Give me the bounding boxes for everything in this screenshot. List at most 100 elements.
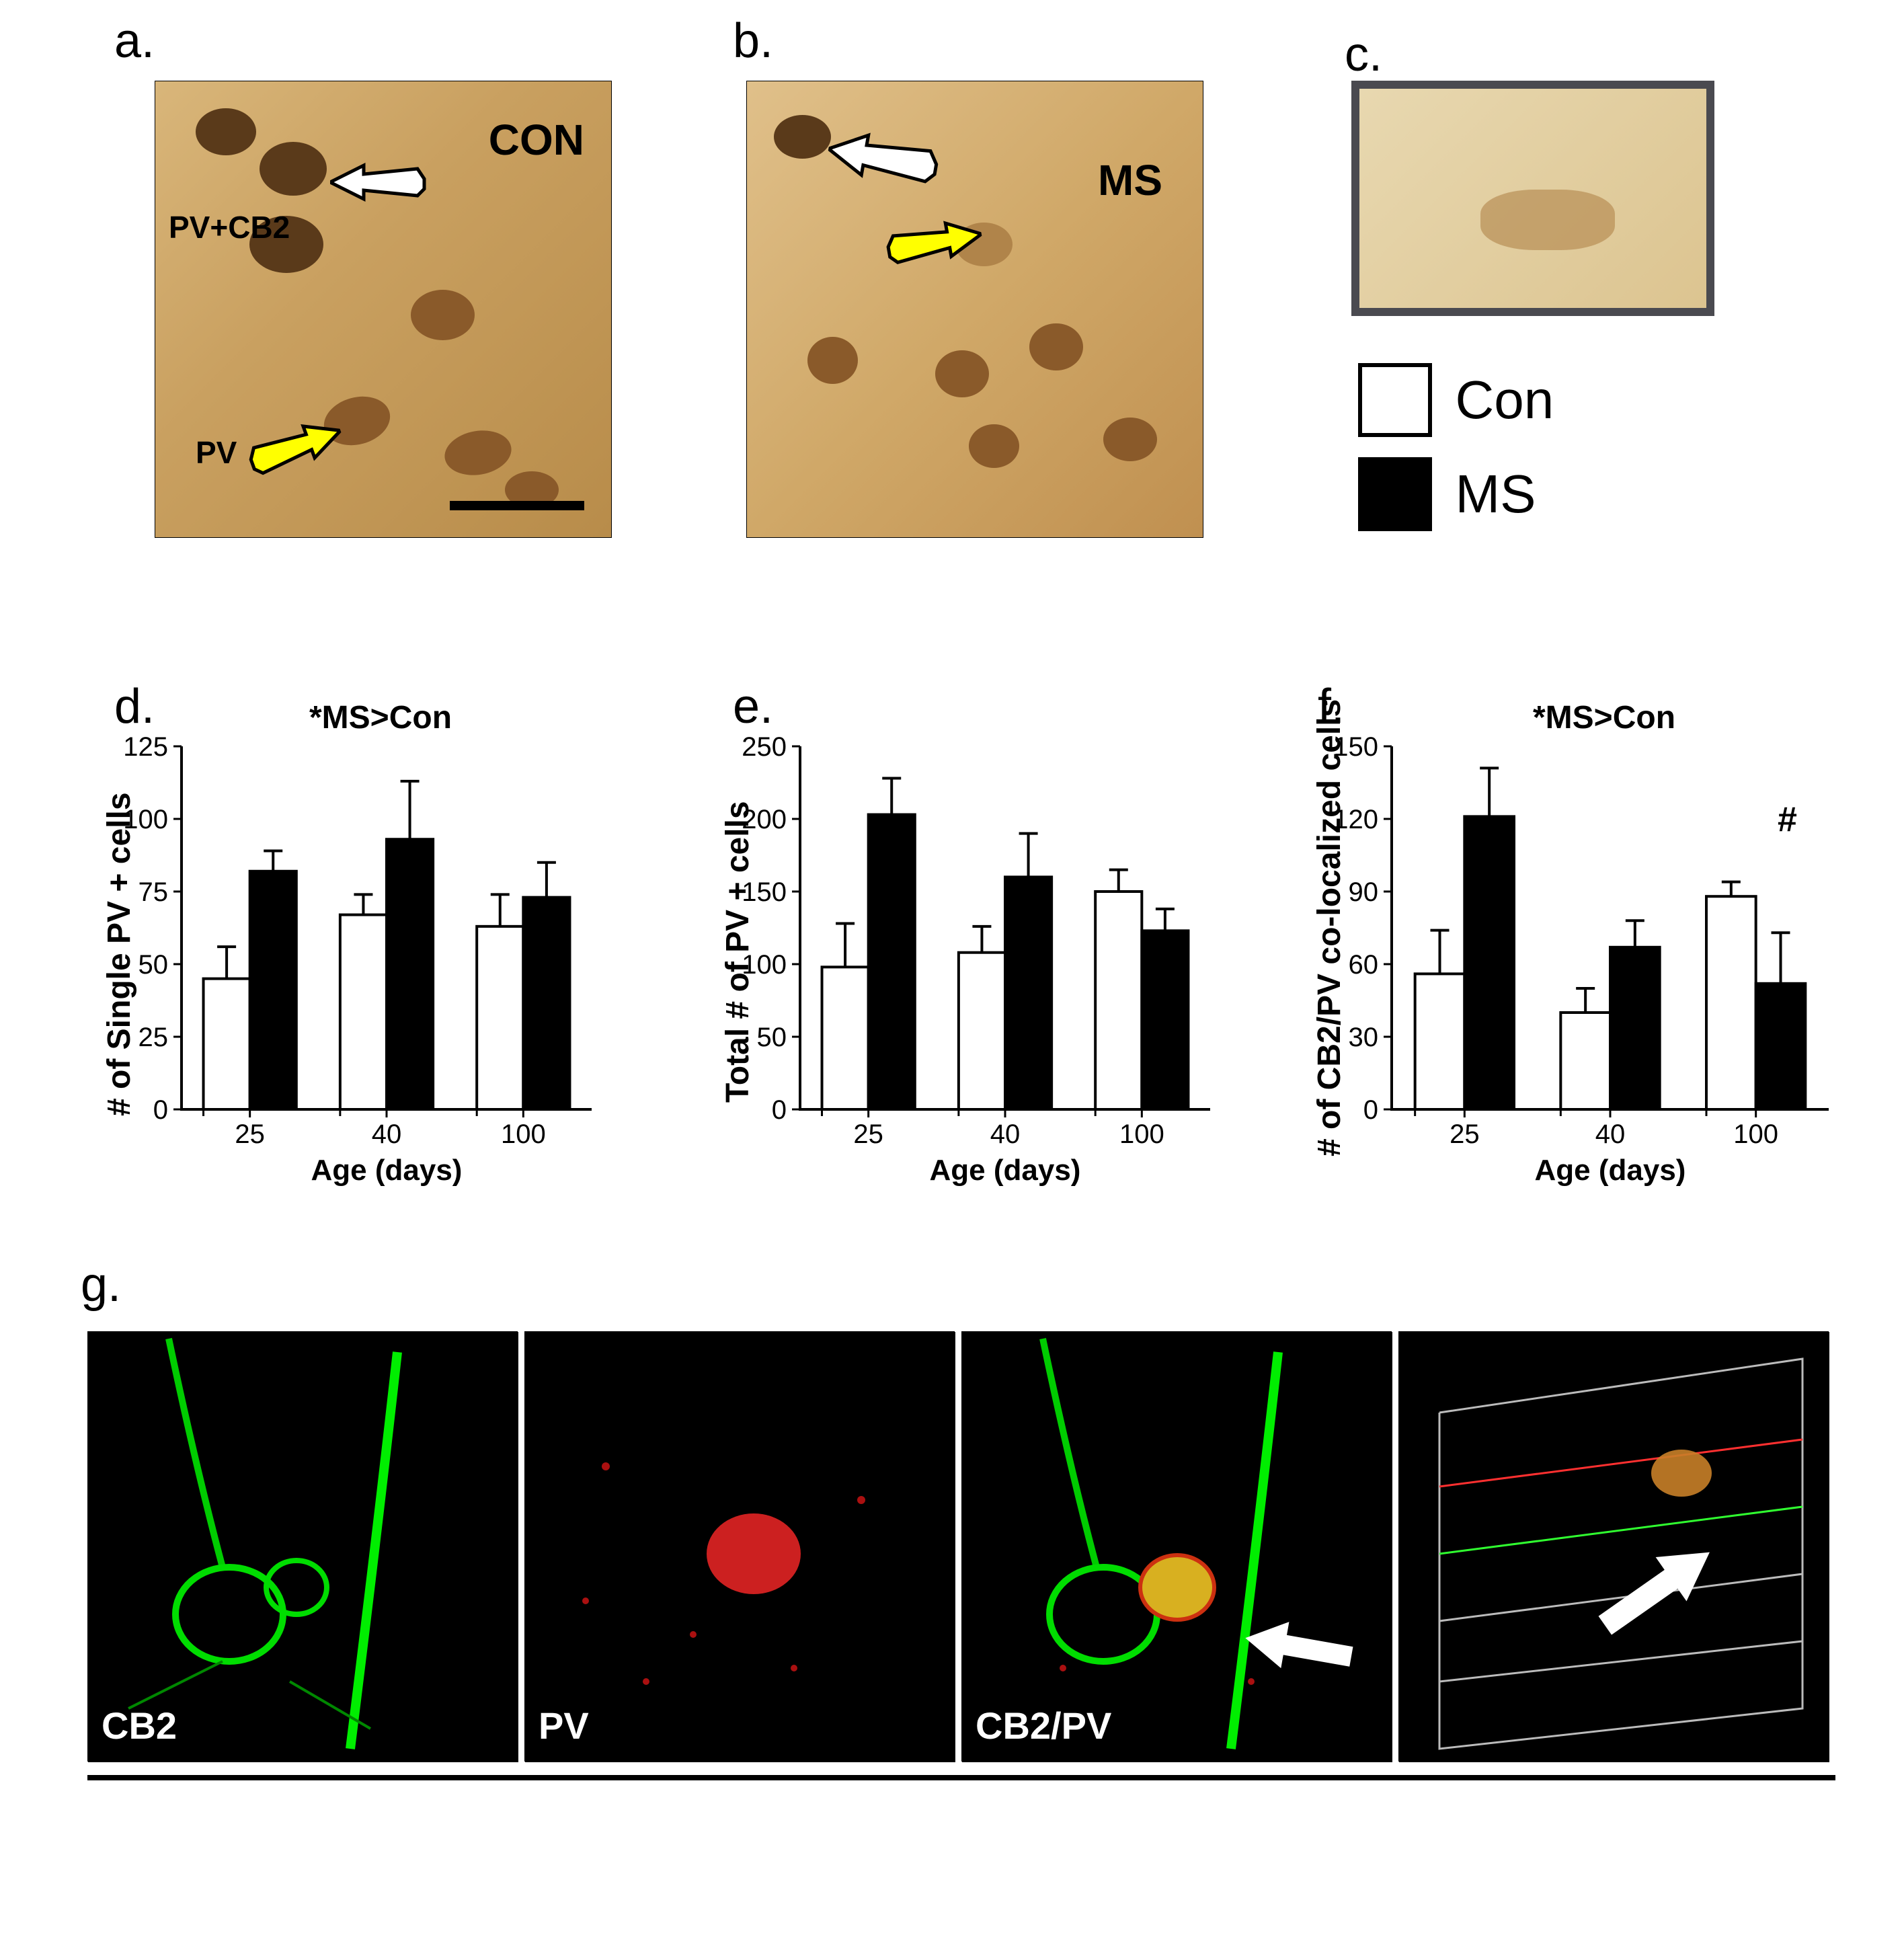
legend-row-con: Con xyxy=(1358,363,1554,437)
svg-text:250: 250 xyxy=(742,732,787,762)
micro-b-tag: MS xyxy=(1098,155,1162,205)
chart-svg: 02550751001252540100Age (days) xyxy=(94,699,605,1197)
chart-d-ylabel: # of Single PV + cells xyxy=(101,792,138,1116)
legend-label-ms: MS xyxy=(1455,464,1536,524)
fluo-cb2: CB2 xyxy=(87,1331,518,1762)
micro-a-tag: CON xyxy=(489,115,584,165)
panel-label-g: g. xyxy=(81,1257,121,1312)
cell xyxy=(196,108,256,155)
fluo-merge-svg xyxy=(962,1332,1392,1762)
scale-bar xyxy=(450,501,584,510)
bar-con xyxy=(204,979,250,1109)
bar-con xyxy=(822,967,869,1109)
chart-svg: 0501001502002502540100Age (days) xyxy=(713,699,1224,1197)
fluo-merge: CB2/PV xyxy=(961,1331,1392,1762)
fluo-label-pv: PV xyxy=(539,1704,589,1747)
svg-text:30: 30 xyxy=(1349,1023,1379,1052)
bar-con xyxy=(1560,1013,1610,1109)
cell xyxy=(441,426,515,480)
bar-ms xyxy=(1142,931,1188,1109)
svg-text:125: 125 xyxy=(123,732,168,762)
fluo-label-merge: CB2/PV xyxy=(976,1704,1111,1747)
bar-ms xyxy=(1005,877,1052,1109)
panel-label-b: b. xyxy=(733,13,773,69)
micrograph-c xyxy=(1351,81,1714,316)
bar-ms xyxy=(1756,984,1806,1109)
svg-text:40: 40 xyxy=(990,1119,1021,1149)
chart-svg: 03060901201502540100Age (days)# xyxy=(1304,699,1842,1197)
bar-ms xyxy=(387,839,433,1109)
chart-f-ylabel: # of CB2/PV co-localized cells xyxy=(1311,699,1348,1156)
chart-d-title: *MS>Con xyxy=(309,699,452,736)
svg-text:100: 100 xyxy=(501,1119,546,1149)
legend-label-con: Con xyxy=(1455,370,1554,430)
chart-e: Total # of PV + cells 050100150200250254… xyxy=(713,699,1224,1197)
arrow-white-icon xyxy=(330,155,431,209)
svg-text:90: 90 xyxy=(1349,877,1379,907)
panel-g-row: CB2 PV CB2/PV xyxy=(87,1331,1829,1762)
cell xyxy=(807,337,858,384)
micro-a-label-pv: PV xyxy=(196,434,237,471)
chart-f-title: *MS>Con xyxy=(1533,699,1675,736)
svg-text:60: 60 xyxy=(1349,950,1379,980)
fluo-3d-svg xyxy=(1399,1332,1829,1762)
bar-con xyxy=(959,953,1005,1109)
svg-text:0: 0 xyxy=(772,1095,787,1125)
svg-text:100: 100 xyxy=(1119,1119,1164,1149)
bar-ms xyxy=(1464,816,1514,1109)
bar-ms xyxy=(523,898,569,1109)
legend-swatch-ms xyxy=(1358,457,1432,531)
micro-a-label-pvcb2: PV+CB2 xyxy=(169,209,290,245)
bar-con xyxy=(340,915,387,1109)
chart-f: *MS>Con # of CB2/PV co-localized cells 0… xyxy=(1304,699,1842,1197)
svg-text:40: 40 xyxy=(372,1119,402,1149)
cell xyxy=(260,142,327,196)
svg-text:25: 25 xyxy=(1450,1119,1480,1149)
bar-con xyxy=(1415,974,1465,1109)
svg-text:0: 0 xyxy=(153,1095,168,1125)
cell xyxy=(935,350,989,397)
svg-text:25: 25 xyxy=(853,1119,883,1149)
svg-text:25: 25 xyxy=(235,1119,265,1149)
fluo-cb2-svg xyxy=(88,1332,518,1762)
bar-ms xyxy=(1610,947,1660,1109)
svg-text:50: 50 xyxy=(757,1023,787,1052)
svg-text:Age (days): Age (days) xyxy=(1535,1154,1686,1187)
legend-swatch-con xyxy=(1358,363,1432,437)
svg-text:Age (days): Age (days) xyxy=(930,1154,1081,1187)
svg-text:100: 100 xyxy=(1733,1119,1778,1149)
fluo-3d xyxy=(1398,1331,1829,1762)
svg-text:25: 25 xyxy=(138,1023,169,1052)
cell xyxy=(1029,323,1083,370)
panel-label-c: c. xyxy=(1345,27,1382,82)
chart-annotation: # xyxy=(1778,800,1797,839)
bar-con xyxy=(1706,896,1756,1109)
chart-e-ylabel: Total # of PV + cells xyxy=(719,801,756,1103)
chart-d: *MS>Con # of Single PV + cells 0 25 50 75 10… xyxy=(94,699,605,1197)
fluo-label-cb2: CB2 xyxy=(102,1704,177,1747)
cell xyxy=(411,290,475,340)
cell xyxy=(774,115,831,159)
micrograph-b: MS xyxy=(746,81,1203,538)
legend: Con MS xyxy=(1358,363,1554,531)
cell xyxy=(969,424,1019,468)
svg-text:40: 40 xyxy=(1595,1119,1626,1149)
bar-con xyxy=(477,926,523,1109)
svg-text:75: 75 xyxy=(138,877,169,907)
cell xyxy=(1103,418,1157,461)
fluo-pv-svg xyxy=(525,1332,955,1762)
divider-line xyxy=(87,1775,1835,1780)
svg-text:0: 0 xyxy=(1363,1095,1378,1125)
arrow-white-icon xyxy=(823,119,946,198)
fluo-pv: PV xyxy=(524,1331,955,1762)
arrow-yellow-icon xyxy=(237,405,350,490)
micrograph-a: CON PV+CB2 PV xyxy=(155,81,612,538)
bar-con xyxy=(1095,892,1142,1109)
svg-text:50: 50 xyxy=(138,950,169,980)
bar-ms xyxy=(250,871,296,1109)
legend-row-ms: MS xyxy=(1358,457,1554,531)
bar-ms xyxy=(869,815,915,1109)
arrow-yellow-icon xyxy=(877,208,986,278)
svg-text:Age (days): Age (days) xyxy=(311,1154,463,1187)
cell xyxy=(1480,190,1615,250)
